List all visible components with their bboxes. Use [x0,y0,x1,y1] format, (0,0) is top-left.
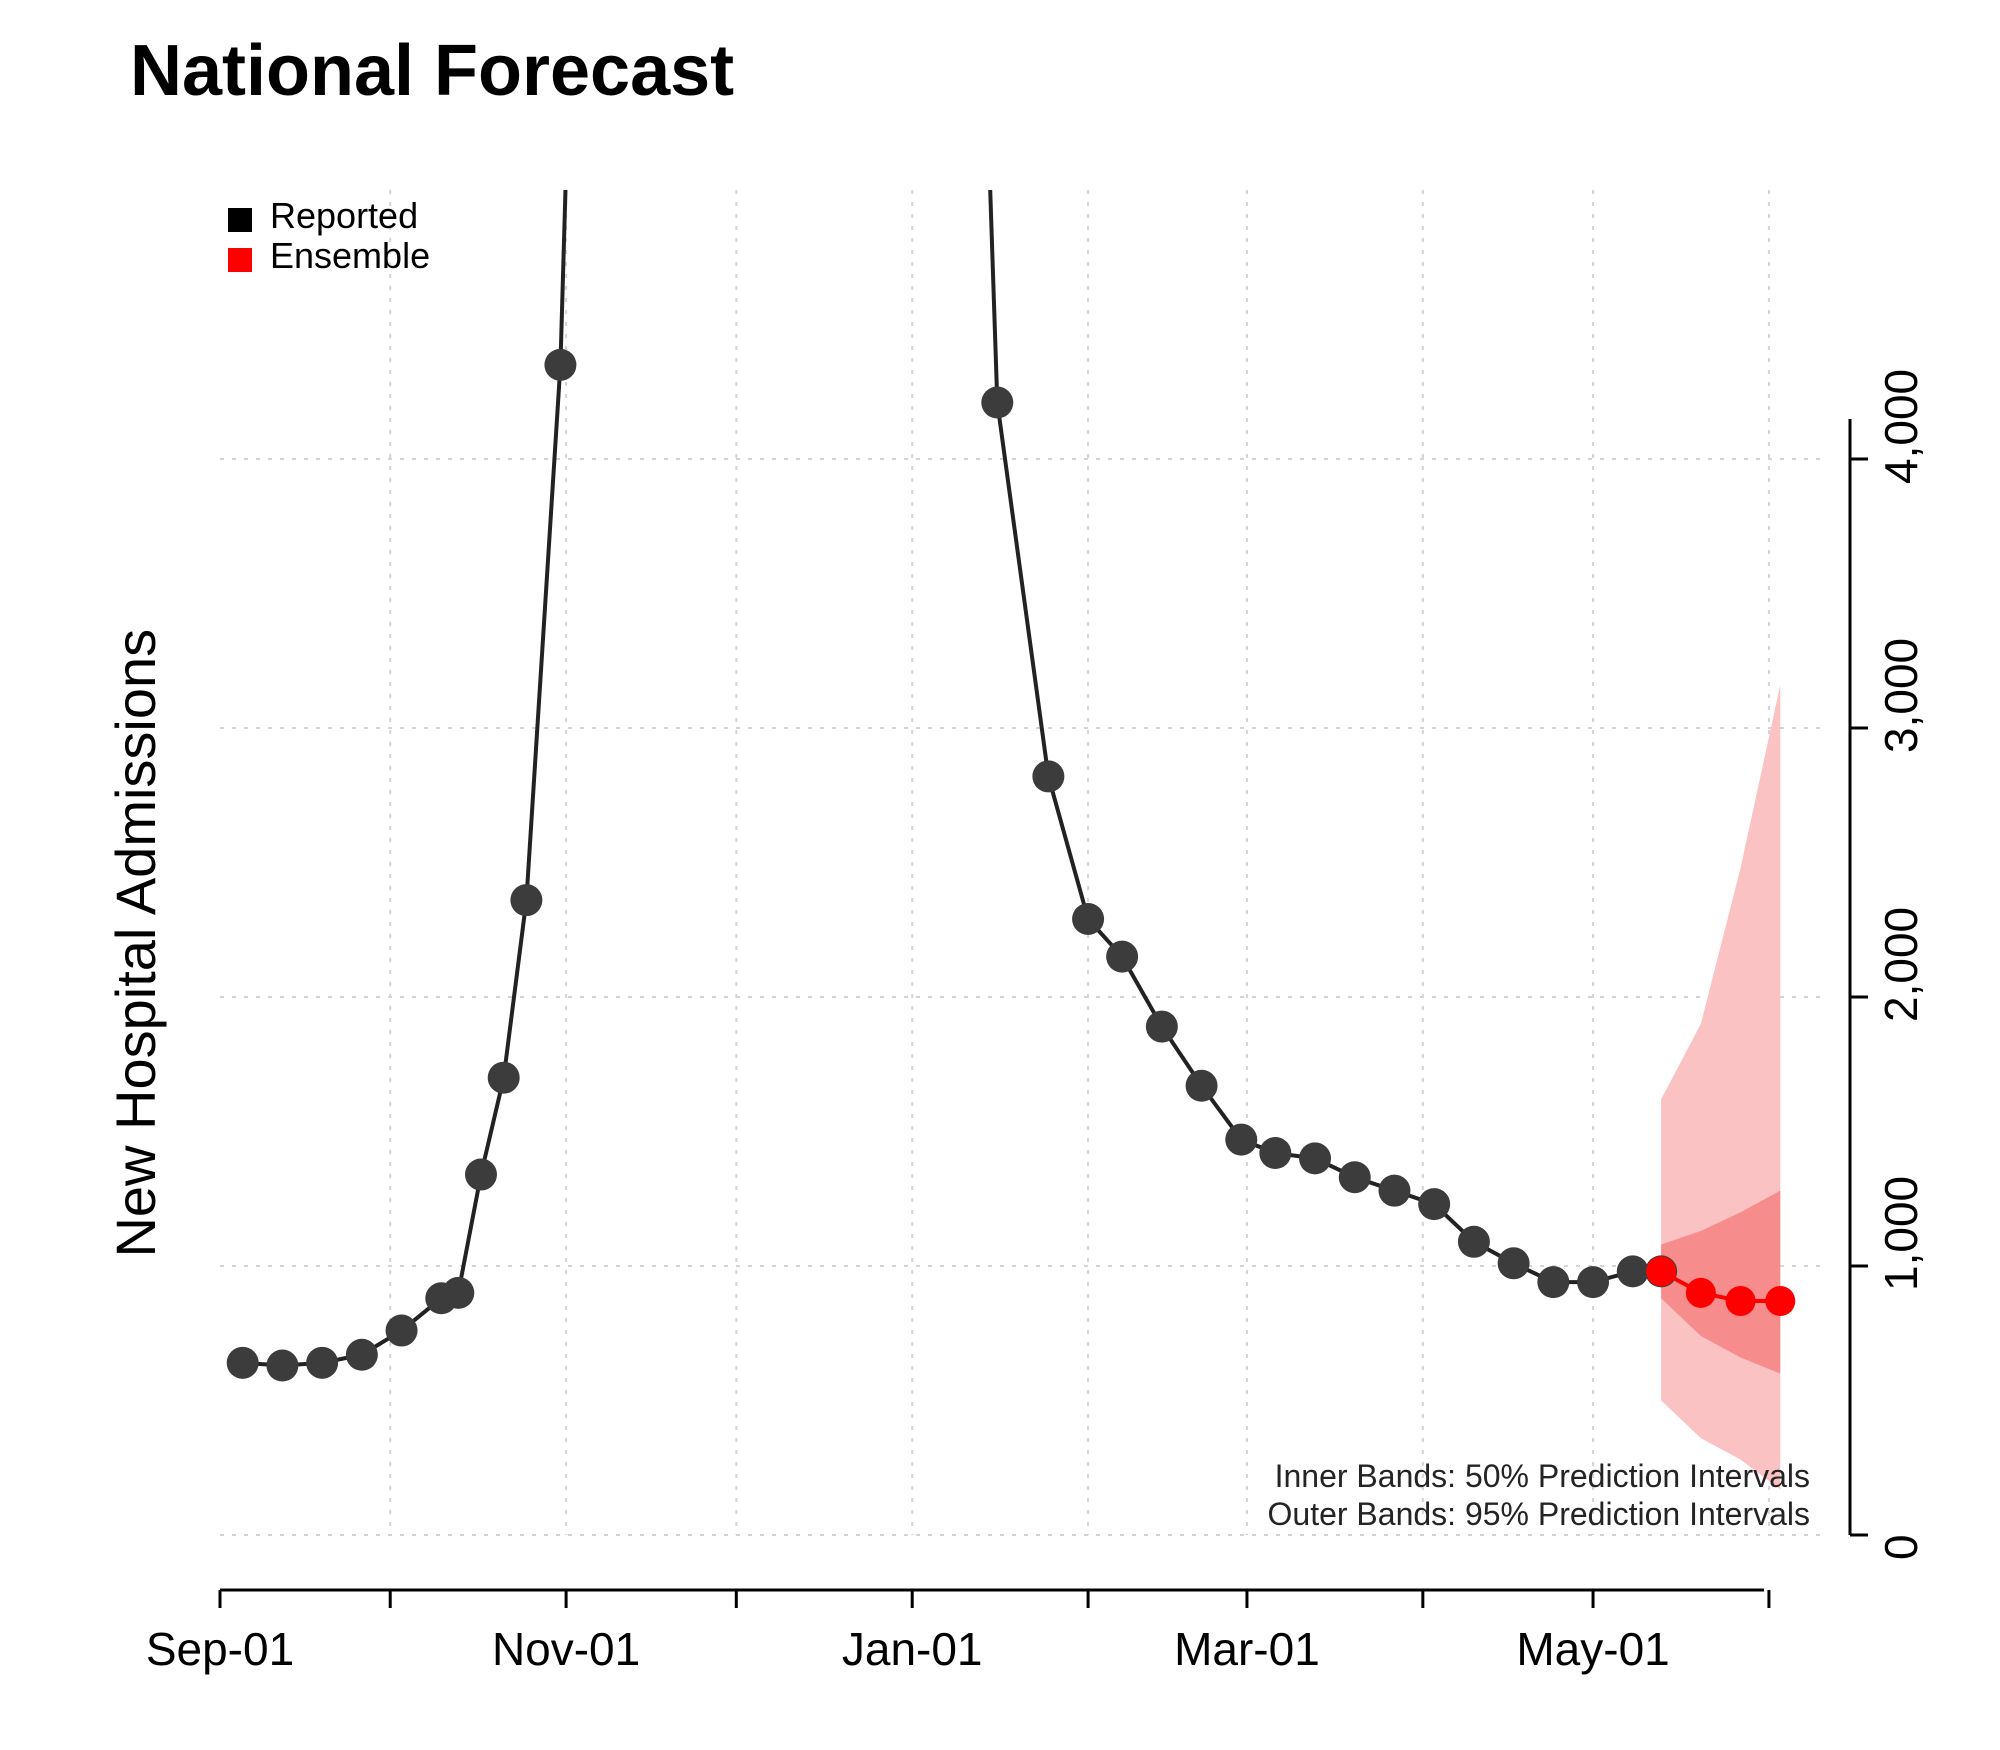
y-axis-label: New Hospital Admissions [104,629,167,1258]
reported-point [1146,1011,1178,1043]
reported-point [488,1062,520,1094]
annotation-line: Inner Bands: 50% Prediction Intervals [1275,1458,1810,1494]
reported-point [465,1159,497,1191]
x-tick-label: Jan-01 [842,1623,983,1675]
chart-container: National Forecast Sep-01 Nov-01 Jan-01 Mar-0… [0,0,2000,1750]
reported-point [1186,1070,1218,1102]
y-tick-label: 3,000 [1875,638,1927,753]
reported-point [442,1277,474,1309]
reported-point [510,884,542,916]
legend-swatch [228,248,252,272]
reported-point [1299,1142,1331,1174]
y-tick-label: 0 [1875,1534,1927,1560]
x-tick-label: Sep-01 [146,1623,294,1675]
reported-point [227,1347,259,1379]
reported-point [1537,1266,1569,1298]
reported-point [1458,1226,1490,1258]
reported-point [1106,941,1138,973]
reported-point [1498,1247,1530,1279]
reported-point [1577,1266,1609,1298]
page-title: National Forecast [130,31,734,111]
reported-point [306,1347,338,1379]
y-tick-label: 2,000 [1875,907,1927,1022]
reported-point [1339,1161,1371,1193]
reported-point [1032,760,1064,792]
reported-point [1259,1137,1291,1169]
ensemble-point [1686,1278,1716,1308]
reported-point [981,387,1013,419]
legend-swatch [228,208,252,232]
legend-label: Ensemble [270,235,430,276]
legend-label: Reported [270,195,418,236]
ensemble-point [1646,1256,1676,1286]
reported-point [1072,903,1104,935]
reported-point [266,1350,298,1382]
reported-point [1225,1124,1257,1156]
reported-point [386,1315,418,1347]
y-tick-label: 4,000 [1875,369,1927,484]
reported-point [346,1339,378,1371]
forecast-chart: National Forecast Sep-01 Nov-01 Jan-01 Mar-0… [0,0,2000,1750]
x-tick-label: May-01 [1516,1623,1669,1675]
y-tick-label: 1,000 [1875,1176,1927,1291]
reported-point [544,349,576,381]
x-tick-label: Nov-01 [492,1623,640,1675]
ensemble-point [1726,1286,1756,1316]
reported-point [1378,1175,1410,1207]
x-tick-label: Mar-01 [1174,1623,1320,1675]
ensemble-point [1765,1286,1795,1316]
annotation-line: Outer Bands: 95% Prediction Intervals [1268,1496,1811,1532]
reported-point [1617,1255,1649,1287]
reported-point [1418,1188,1450,1220]
